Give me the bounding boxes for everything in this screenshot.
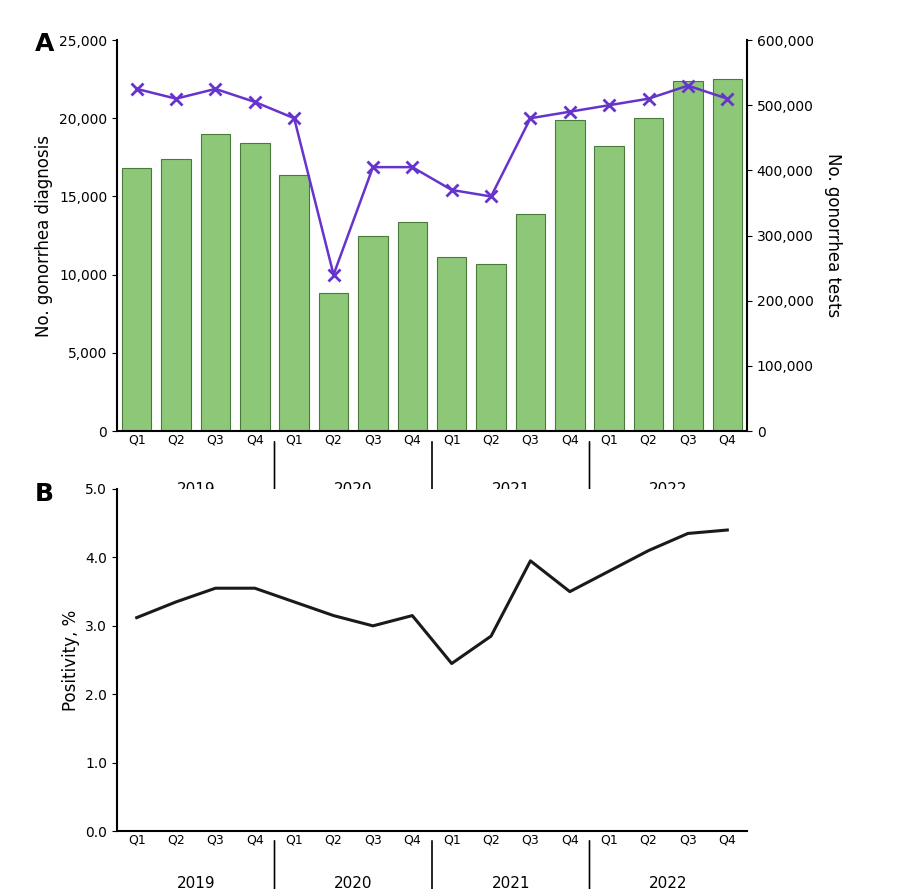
Text: 2022: 2022 [649, 482, 688, 497]
Bar [319, 293, 348, 431]
Text: 2020: 2020 [334, 482, 373, 497]
Text: 2021: 2021 [491, 482, 530, 497]
Bar [673, 81, 703, 431]
Text: B: B [35, 482, 54, 506]
Text: 2022: 2022 [649, 876, 688, 889]
Bar [358, 236, 388, 431]
Bar [240, 143, 270, 431]
Bar [161, 159, 191, 431]
Bar [634, 118, 663, 431]
Bar [476, 264, 506, 431]
Bar [279, 174, 309, 431]
Text: 2019: 2019 [176, 482, 215, 497]
Text: A: A [35, 32, 55, 56]
Bar [122, 168, 151, 431]
Y-axis label: Positivity, %: Positivity, % [62, 610, 80, 710]
Text: 2020: 2020 [334, 876, 373, 889]
Y-axis label: No. gonorrhea tests: No. gonorrhea tests [824, 154, 842, 317]
Bar [594, 147, 624, 431]
Text: 2021: 2021 [491, 876, 530, 889]
Bar [436, 258, 466, 431]
Y-axis label: No. gonorrhea diagnosis: No. gonorrhea diagnosis [35, 134, 53, 337]
Bar [398, 221, 428, 431]
Bar [555, 120, 585, 431]
Text: 2019: 2019 [176, 876, 215, 889]
Bar [713, 79, 742, 431]
Bar [516, 213, 545, 431]
Bar [201, 134, 230, 431]
